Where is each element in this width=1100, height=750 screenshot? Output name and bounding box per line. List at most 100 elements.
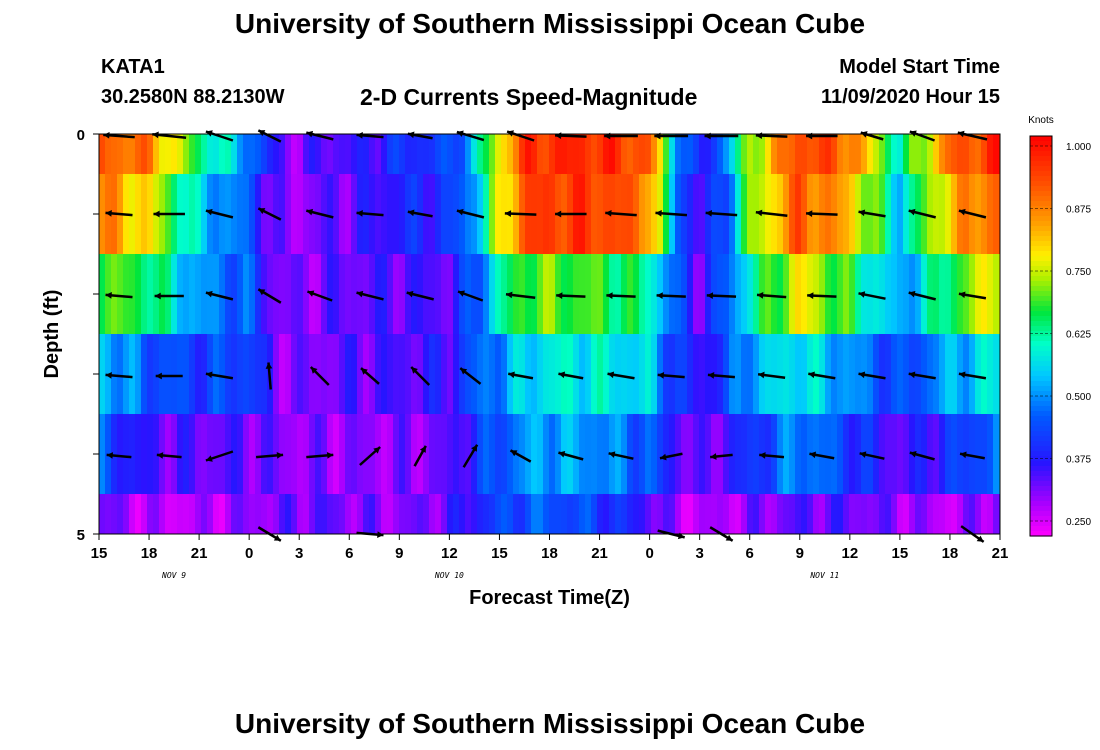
current-vector-head (258, 289, 266, 296)
heatmap-cell (879, 494, 886, 535)
heatmap-cell (333, 134, 340, 175)
heatmap-cell (273, 174, 280, 255)
current-vector-head (356, 290, 364, 298)
heatmap-cell (267, 254, 274, 335)
heatmap-cell (537, 134, 544, 175)
heatmap-cell (567, 254, 574, 335)
heatmap-cell (405, 494, 412, 535)
heatmap-cell (891, 414, 898, 495)
heatmap-cell (747, 134, 754, 175)
heatmap-cell (135, 494, 142, 535)
current-vector-head (361, 368, 368, 375)
heatmap-cell (891, 254, 898, 335)
heatmap-cell (717, 334, 724, 415)
heatmap-cell (291, 134, 298, 175)
heatmap-cell (309, 494, 316, 535)
colorbar-segment (1030, 176, 1052, 182)
heatmap-cell (321, 334, 328, 415)
heatmap-cell (771, 334, 778, 415)
x-tick-label: 0 (645, 545, 653, 562)
heatmap-cell (219, 334, 226, 415)
heatmap-cell (237, 174, 244, 255)
heatmap-cell (123, 414, 130, 495)
colorbar-segment (1030, 181, 1052, 187)
heatmap-cell (795, 174, 802, 255)
heatmap-cell (843, 174, 850, 255)
heatmap-cell (927, 254, 934, 335)
colorbar-segment (1030, 136, 1052, 142)
current-vector-head (205, 455, 213, 462)
heatmap-cell (909, 494, 916, 535)
heatmap-cell (117, 494, 124, 535)
heatmap-cell (135, 254, 142, 335)
colorbar-segment (1030, 426, 1052, 432)
heatmap-cell (519, 414, 526, 495)
current-vector-head (152, 131, 159, 139)
heatmap-cell (837, 254, 844, 335)
heatmap-cell (813, 494, 820, 535)
heatmap-cell (117, 134, 124, 175)
colorbar-segment (1030, 496, 1052, 502)
heatmap-cell (441, 134, 448, 175)
heatmap-cell (861, 494, 868, 535)
heatmap-cell (789, 254, 796, 335)
heatmap-cell (423, 254, 430, 335)
heatmap-cell (675, 134, 682, 175)
heatmap-cell (243, 414, 250, 495)
x-tick-label: 0 (245, 545, 253, 562)
heatmap-cell (405, 334, 412, 415)
heatmap-cell (477, 174, 484, 255)
heatmap-cell (411, 494, 418, 535)
heatmap-cell (237, 494, 244, 535)
heatmap-cell (837, 174, 844, 255)
heatmap-cell (189, 334, 196, 415)
heatmap-cell (681, 254, 688, 335)
heatmap-cell (417, 254, 424, 335)
colorbar-segment (1030, 531, 1052, 537)
heatmap-cell (429, 494, 436, 535)
colorbar-segment (1030, 321, 1052, 327)
heatmap-cell (603, 174, 610, 255)
heatmap-cell (717, 134, 724, 175)
heatmap-cell (123, 254, 130, 335)
heatmap-cell (819, 494, 826, 535)
colorbar-segment (1030, 341, 1052, 347)
heatmap-cell (555, 494, 562, 535)
heatmap-cell (537, 254, 544, 335)
heatmap-cell (915, 134, 922, 175)
heatmap-cell (489, 134, 496, 175)
heatmap-cell (807, 494, 814, 535)
colorbar-segment (1030, 211, 1052, 217)
heatmap-cell (933, 414, 940, 495)
colorbar-segment (1030, 216, 1052, 222)
colorbar-segment (1030, 451, 1052, 457)
current-vector-head (858, 209, 866, 217)
heatmap-cell (411, 134, 418, 175)
current-vector-head (407, 209, 415, 217)
heatmap-cell (813, 134, 820, 175)
heatmap-cell (597, 254, 604, 335)
heatmap-cell (99, 334, 106, 415)
current-vector-head (106, 452, 114, 459)
heatmap-cell (321, 494, 328, 535)
colorbar-segment (1030, 161, 1052, 167)
heatmap-cell (957, 174, 964, 255)
heatmap-cell (669, 494, 676, 535)
heatmap-cell (261, 254, 268, 335)
colorbar-segment (1030, 481, 1052, 487)
heatmap-cell (483, 174, 490, 255)
heatmap-cell (777, 414, 784, 495)
heatmap-cell (267, 414, 274, 495)
heatmap-cell (549, 174, 556, 255)
heatmap-cell (165, 414, 172, 495)
current-vector-head (958, 371, 966, 379)
heatmap-cell (825, 134, 832, 175)
heatmap-cell (333, 254, 340, 335)
heatmap-cell (567, 134, 574, 175)
colorbar-segment (1030, 471, 1052, 477)
heatmap-cell (321, 254, 328, 335)
heatmap-cell (273, 254, 280, 335)
heatmap-cell (705, 414, 712, 495)
heatmap-cell (939, 174, 946, 255)
heatmap-cell (123, 494, 130, 535)
